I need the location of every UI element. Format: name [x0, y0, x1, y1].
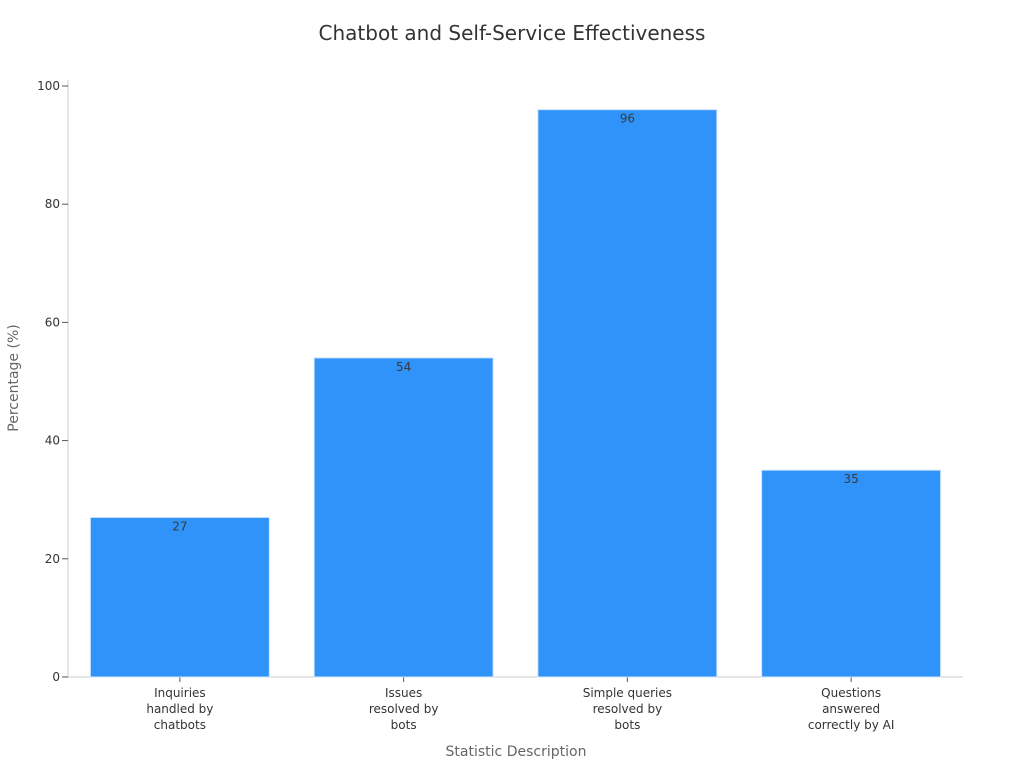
category-labels-group: Inquiries handled by chatbots Issues resolve… [146, 686, 894, 732]
x-tick-label: Issues resolved by bots [369, 686, 439, 732]
bar [761, 469, 942, 678]
x-tick-label-line: Simple queries [583, 686, 672, 700]
y-tick-label: 60 [45, 315, 60, 329]
x-axis-label: Statistic Description [446, 744, 587, 760]
x-tick-label-line: handled by [146, 702, 213, 716]
x-tick-label-line: bots [391, 718, 417, 732]
x-tick-label-line: bots [614, 718, 640, 732]
data-label: 27 [172, 519, 187, 533]
y-axis-label: Percentage (%) [6, 324, 22, 431]
x-tick-label: Simple queries resolved by bots [583, 686, 672, 732]
bars-group [89, 109, 942, 678]
y-tick-label: 20 [45, 552, 60, 566]
x-tick-label-line: Issues [385, 686, 422, 700]
chart-title: Chatbot and Self-Service Effectiveness [319, 21, 706, 45]
bar [537, 109, 718, 678]
x-tick-label-line: answered [822, 702, 880, 716]
x-tick-label-line: chatbots [154, 718, 206, 732]
x-tick-label-line: resolved by [369, 702, 439, 716]
x-axis [68, 676, 963, 682]
bar [89, 516, 270, 678]
x-tick-label-line: correctly by AI [808, 718, 895, 732]
bar [313, 357, 494, 678]
data-label: 96 [620, 112, 635, 126]
x-tick-label-line: resolved by [593, 702, 663, 716]
y-tick-label: 100 [37, 79, 60, 93]
y-tick-label: 40 [45, 434, 60, 448]
y-tick-label: 0 [52, 670, 60, 684]
x-tick-label: Inquiries handled by chatbots [146, 686, 213, 732]
x-tick-label: Questions answered correctly by AI [808, 686, 895, 732]
data-label: 54 [396, 360, 411, 374]
x-tick-label-line: Questions [821, 686, 881, 700]
y-axis: 0 20 40 60 80 100 [37, 79, 69, 684]
data-labels-group: 27 54 96 35 [172, 112, 859, 534]
data-label: 35 [843, 472, 858, 486]
x-tick-label-line: Inquiries [154, 686, 206, 700]
y-tick-label: 80 [45, 197, 60, 211]
